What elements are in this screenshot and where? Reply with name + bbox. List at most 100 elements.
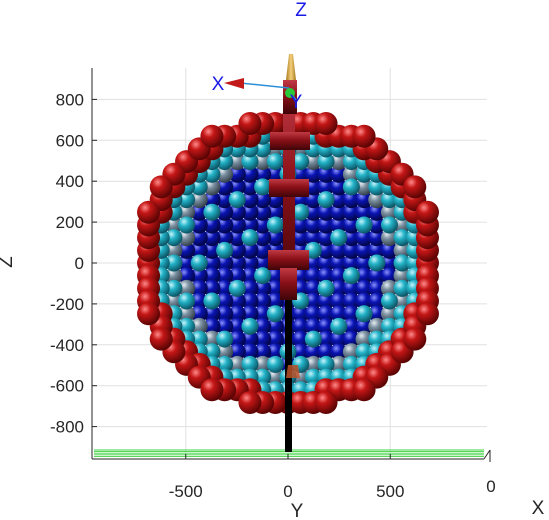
sphere-point — [254, 165, 272, 183]
y-tick-label: 600 — [56, 131, 84, 150]
sphere-point — [203, 203, 221, 221]
sphere-point — [228, 317, 246, 335]
sphere-point — [393, 241, 411, 259]
gripper-structure — [224, 54, 310, 452]
sphere-point — [266, 153, 284, 171]
sphere-point — [241, 153, 259, 171]
sphere-point — [241, 305, 259, 323]
sphere-point — [380, 241, 398, 259]
sphere-point — [254, 229, 272, 247]
sphere-point — [241, 216, 259, 234]
sphere-point — [203, 330, 221, 348]
y-tick-label: -800 — [50, 418, 84, 437]
sphere-point — [228, 279, 246, 297]
sphere-point — [342, 267, 360, 285]
sphere-point — [178, 203, 196, 221]
sphere-point — [304, 368, 322, 386]
sphere-point — [317, 355, 335, 373]
sphere-point — [190, 254, 208, 272]
sphere-point — [254, 279, 272, 297]
sphere-point — [228, 292, 246, 310]
sphere-point — [314, 112, 338, 136]
sphere-point — [380, 305, 398, 323]
frame-axis-x — [239, 82, 290, 89]
sphere-point — [304, 203, 322, 221]
sphere-point — [266, 267, 284, 285]
sphere-point — [190, 267, 208, 285]
y-tick-label: -200 — [50, 295, 84, 314]
sphere-point — [342, 191, 360, 209]
sphere-point — [216, 191, 234, 209]
sphere-point — [403, 175, 427, 199]
sphere-point — [304, 241, 322, 259]
sphere-point — [216, 267, 234, 285]
sphere-point — [330, 191, 348, 209]
sphere-point — [292, 343, 310, 361]
sphere-point — [330, 305, 348, 323]
sphere-point — [368, 191, 386, 209]
sphere-point — [254, 216, 272, 234]
sphere-point — [241, 191, 259, 209]
sphere-point — [355, 330, 373, 348]
sphere-point — [317, 203, 335, 221]
sphere-point — [190, 203, 208, 221]
depth-axis-line — [483, 449, 491, 460]
sphere-point — [216, 153, 234, 171]
sphere-point — [254, 330, 272, 348]
sphere-point — [342, 355, 360, 373]
sphere-point — [228, 343, 246, 361]
sphere-point — [165, 216, 183, 234]
sphere-point — [165, 267, 183, 285]
sphere-point — [342, 254, 360, 272]
depth-tick-label: 0 — [486, 477, 495, 496]
sphere-point — [228, 267, 246, 285]
sphere-point — [393, 229, 411, 247]
sphere-point — [178, 292, 196, 310]
sphere-point — [216, 279, 234, 297]
sphere-point — [241, 292, 259, 310]
sphere-point — [178, 254, 196, 272]
sphere-point — [254, 191, 272, 209]
sphere-point — [228, 165, 246, 183]
sphere-point — [330, 153, 348, 171]
sphere-point — [317, 165, 335, 183]
sphere-point — [355, 165, 373, 183]
sphere-point — [330, 355, 348, 373]
sphere-point — [415, 302, 439, 326]
sphere-point — [178, 216, 196, 234]
sphere-point — [292, 153, 310, 171]
sphere-point — [342, 317, 360, 335]
sphere-point — [317, 254, 335, 272]
sphere-point — [216, 229, 234, 247]
sphere-point — [355, 254, 373, 272]
sphere-point — [380, 292, 398, 310]
sphere-point — [304, 216, 322, 234]
sphere-point — [216, 178, 234, 196]
sphere-point — [330, 279, 348, 297]
sphere-point — [254, 317, 272, 335]
sphere-point — [304, 165, 322, 183]
sphere-point — [216, 241, 234, 259]
sphere-point — [304, 279, 322, 297]
sphere-point — [254, 343, 272, 361]
sphere-point — [330, 267, 348, 285]
sphere-point — [368, 292, 386, 310]
depth-axis-label: X — [532, 498, 545, 519]
sphere-point — [342, 343, 360, 361]
sphere-point — [190, 241, 208, 259]
sphere-point — [266, 355, 284, 373]
sphere-point — [203, 279, 221, 297]
sphere-point — [254, 153, 272, 171]
sphere-point — [241, 267, 259, 285]
sphere-point — [266, 292, 284, 310]
sphere-point — [254, 178, 272, 196]
sphere-point — [368, 216, 386, 234]
sphere-point — [190, 330, 208, 348]
sphere-point — [317, 178, 335, 196]
sphere-point — [342, 203, 360, 221]
sphere-point — [355, 343, 373, 361]
sphere-point — [228, 229, 246, 247]
y-tick-label: 0 — [75, 254, 84, 273]
sphere-point — [330, 165, 348, 183]
x-axis-label: Y — [291, 501, 304, 520]
